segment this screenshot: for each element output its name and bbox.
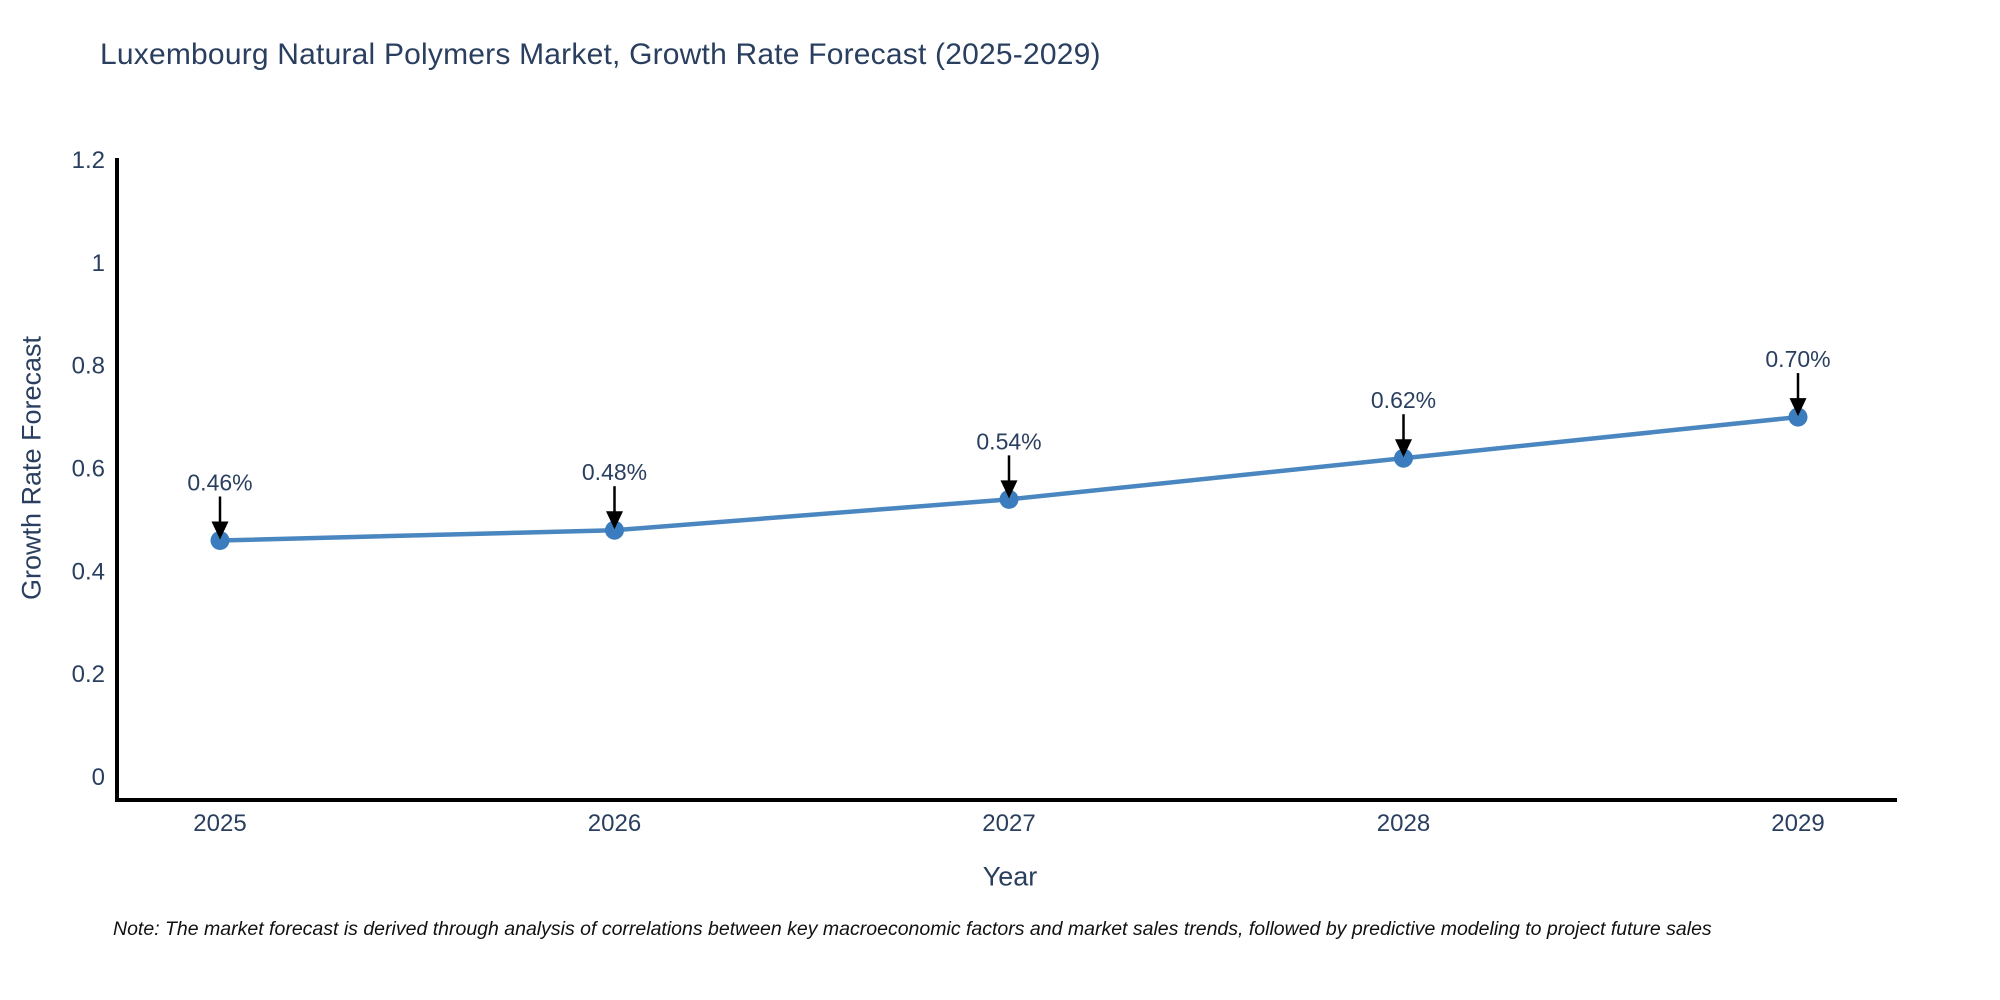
annotation-arrowhead xyxy=(1789,398,1807,417)
x-tick-label: 2027 xyxy=(982,810,1035,837)
y-tick-label: 0.2 xyxy=(72,661,105,688)
annotation-arrowhead xyxy=(1000,480,1018,499)
y-tick-label: 1 xyxy=(92,250,105,277)
data-point-label: 0.62% xyxy=(1371,387,1436,413)
data-point-label: 0.48% xyxy=(582,459,647,485)
x-tick-label: 2028 xyxy=(1377,810,1430,837)
y-tick-label: 0.6 xyxy=(72,456,105,483)
y-tick-label: 1.2 xyxy=(72,147,105,174)
data-point-label: 0.54% xyxy=(976,428,1041,454)
data-point-marker xyxy=(210,530,230,550)
x-axis-title: Year xyxy=(982,861,1038,892)
data-point-label: 0.70% xyxy=(1765,346,1830,372)
data-point-marker xyxy=(1788,407,1808,427)
x-tick-label: 2029 xyxy=(1771,810,1824,837)
footnote: Note: The market forecast is derived thr… xyxy=(113,918,1712,940)
annotation-arrowhead xyxy=(211,521,229,540)
y-tick-label: 0.8 xyxy=(72,353,105,380)
data-point-label: 0.46% xyxy=(187,469,252,495)
y-tick-label: 0.4 xyxy=(72,558,105,585)
x-tick-label: 2025 xyxy=(193,810,246,837)
x-tick-label: 2026 xyxy=(588,810,641,837)
data-point-marker xyxy=(999,489,1019,509)
annotation-arrowhead xyxy=(606,511,623,530)
data-point-marker xyxy=(605,520,624,540)
annotation-arrowhead xyxy=(1395,439,1412,458)
chart-title: Luxembourg Natural Polymers Market, Grow… xyxy=(100,38,1101,71)
y-tick-label: 0 xyxy=(92,764,105,791)
data-point-marker xyxy=(1394,448,1413,468)
